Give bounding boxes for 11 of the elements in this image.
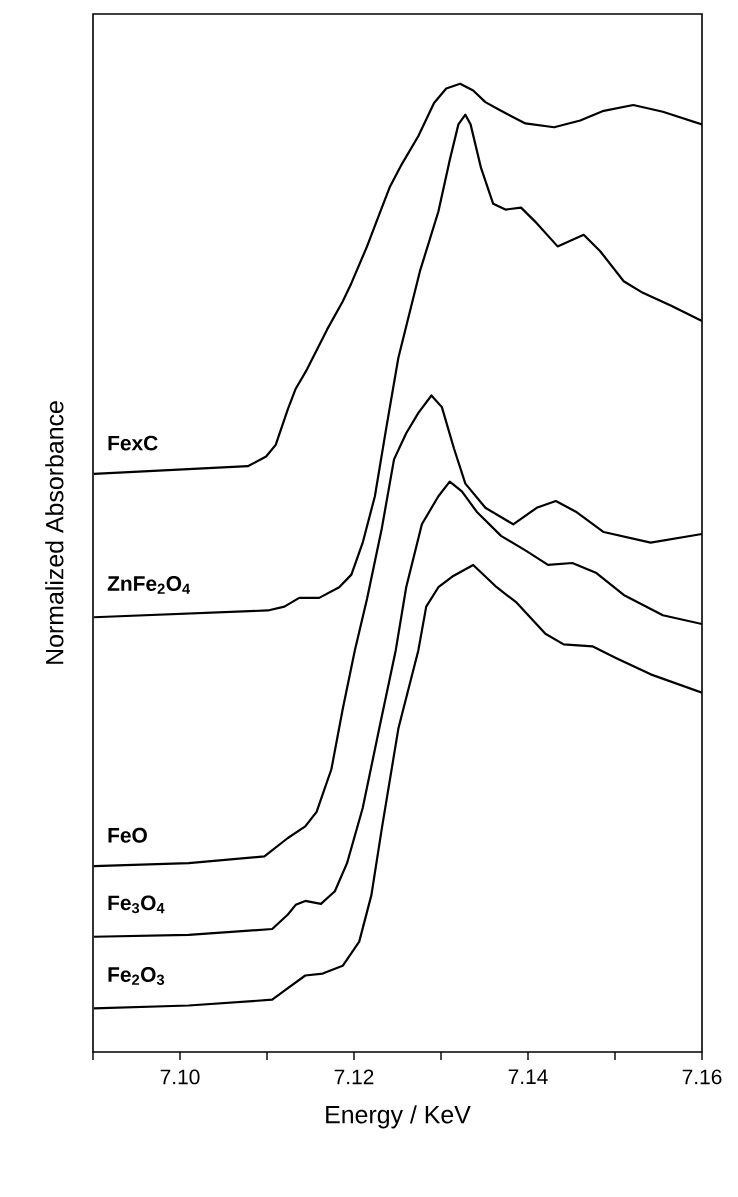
- x-tick-label: 7.12: [334, 1069, 374, 1085]
- x-tick-label: 7.10: [160, 1069, 200, 1085]
- x-tick-label: 7.14: [508, 1069, 548, 1084]
- x-axis-title: Energy / KeV: [326, 1105, 471, 1129]
- series-label: Fe$_{3}$O$_{4}$: [108, 895, 165, 914]
- y-axis-title: Normalized Absorbance: [45, 401, 64, 664]
- series-label: FexC: [108, 435, 158, 451]
- series-label: Fe$_{2}$O$_{3}$: [108, 967, 165, 985]
- x-tick-label: 7.16: [682, 1069, 722, 1085]
- series-label: ZnFe$_{2}$O$_{4}$: [107, 576, 191, 594]
- series-label: FeO: [108, 827, 147, 843]
